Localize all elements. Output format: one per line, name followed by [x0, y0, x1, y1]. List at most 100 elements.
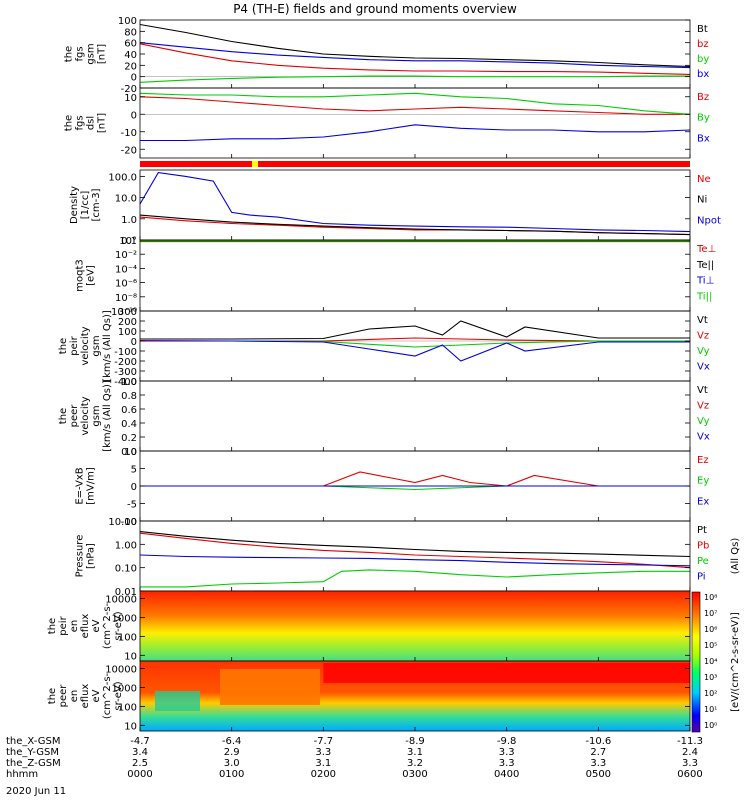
series-line-Ni	[139, 214, 691, 236]
legend-Bz: Bz	[697, 92, 709, 103]
x-axis-value: 0400	[494, 769, 519, 780]
x-axis-value: -11.3	[677, 736, 703, 747]
y-tick-label: 100	[118, 702, 137, 713]
y-axis-label-line: the	[47, 618, 58, 634]
y-axis-label-line: the	[58, 408, 69, 424]
y-tick-label: -300	[114, 367, 137, 378]
y-axis-label-line: (cm^2-s-	[102, 672, 113, 719]
y-axis-label-line: peir	[69, 335, 80, 355]
y-axis-label-line: eV	[91, 689, 102, 702]
colorbar-tick-label: 10⁴	[704, 657, 717, 666]
y-axis-label-line: the	[64, 115, 75, 131]
legend-bx: bx	[697, 69, 709, 80]
y-tick-label: 0.4	[121, 419, 137, 430]
legend-Vz: Vz	[697, 401, 709, 412]
y-axis-label-line: (cm^2-s-	[102, 602, 113, 649]
panel-frame	[139, 19, 691, 89]
series-line-Bt	[139, 23, 691, 68]
y-tick-label: 1.0	[121, 215, 137, 226]
colorbar-tick-label: 10⁰	[704, 721, 717, 730]
y-tick-label: 10⁻⁶	[115, 279, 137, 290]
x-axis-value: 3.3	[499, 747, 515, 758]
series-line-Ez	[140, 471, 690, 487]
y-axis-label-line: [mV/m]	[86, 467, 97, 505]
colorbar-scale	[691, 591, 701, 733]
x-axis-value: -6.4	[222, 736, 242, 747]
colorbar-tick-label: 10⁵	[704, 641, 717, 650]
y-axis-label-line: eflux	[80, 614, 91, 639]
spectrogram-lowenergy-patch	[155, 691, 200, 711]
y-tick-label: -100	[114, 347, 137, 358]
y-axis-label-line: sr-eV)	[113, 611, 124, 640]
legend-Pi: Pi	[697, 572, 706, 583]
y-tick-label: 10	[124, 447, 137, 458]
y-axis-label-line: peir	[58, 615, 69, 635]
x-axis-value: 3.4	[132, 747, 148, 758]
series-line-Bx	[140, 124, 691, 142]
y-axis-label-line: gsm	[86, 43, 97, 64]
series-line-Pe	[140, 569, 690, 588]
figure-title: P4 (TH-E) fields and ground moments over…	[233, 2, 517, 16]
legend-Vy: Vy	[697, 416, 710, 427]
y-tick-label: 5	[131, 465, 137, 476]
x-axis-value: -7.7	[314, 736, 334, 747]
x-axis-value: 2.4	[682, 747, 698, 758]
y-axis-label-line: [km/s (All Qs)]	[102, 310, 113, 382]
y-tick-label: 10	[124, 93, 137, 104]
legend-Vt: Vt	[697, 385, 708, 396]
y-axis-label-line: [1/cc]	[80, 191, 91, 220]
panel-frame	[139, 239, 691, 312]
panel-fgs_dsl: Bz By Bx -20 -10 0 10 the fgs dsl [nT]	[64, 87, 710, 159]
legend-Ni: Ni	[697, 195, 707, 206]
y-tick-label: -400	[114, 377, 137, 388]
y-tick-label: 10000	[105, 595, 137, 606]
x-axis-row-label: the_Z-GSM	[6, 758, 61, 769]
series-line-By	[139, 92, 691, 115]
colorbar-tick-label: 10²	[704, 689, 717, 698]
y-axis-label-line: gsm	[91, 335, 102, 356]
y-axis-label-line: [nT]	[97, 44, 108, 64]
y-tick-label: 0.10	[115, 564, 137, 575]
panel-frame	[139, 87, 691, 159]
colorbar-tick-label: 10⁷	[704, 609, 717, 618]
legend-Ex: Ex	[697, 496, 709, 507]
y-tick-label: 10⁻²	[115, 250, 137, 261]
y-tick-label: 0	[131, 337, 137, 348]
y-axis-label-line: moqt3	[75, 259, 86, 292]
panel-frame	[139, 520, 691, 592]
colorbar-tick-label: 10⁶	[704, 625, 717, 634]
spectrogram-band-patch	[220, 669, 320, 705]
state-bar-orange	[140, 161, 690, 167]
series-line-Pi	[139, 554, 691, 567]
x-axis-value: 3.2	[407, 758, 423, 769]
y-tick-label: -200	[114, 357, 137, 368]
y-axis-label-line: fgs	[75, 46, 86, 61]
y-tick-label: 10	[124, 721, 137, 732]
y-tick-label: 20	[124, 61, 137, 72]
y-tick-label: 10.0	[115, 194, 137, 205]
x-axis-date: 2020 Jun 11	[6, 786, 66, 797]
legend-Pb: Pb	[697, 541, 709, 552]
y-tick-label: 0.6	[121, 405, 137, 416]
y-axis-label-line: the	[58, 338, 69, 354]
panel-frame	[139, 310, 691, 382]
legend-Vt: Vt	[697, 315, 708, 326]
y-tick-label: 100	[118, 327, 137, 338]
y-tick-label: 1000	[112, 613, 137, 624]
y-tick-label: 100.0	[108, 172, 137, 183]
x-axis-value: 0000	[127, 769, 152, 780]
legend-Ez: Ez	[697, 455, 709, 466]
y-axis-label-line: Pressure	[75, 535, 86, 578]
legend-Bx: Bx	[697, 133, 710, 144]
legend-Vx: Vx	[697, 362, 710, 373]
legend-by: by	[697, 54, 709, 65]
series-line-Pt	[139, 531, 691, 558]
legend-Pe: Pe	[697, 556, 709, 567]
panel-peer_en_eflux: 10 100 1000 10000 the peer en eflux eV (cm^2-s-sr…	[47, 660, 691, 732]
y-tick-label: 0	[131, 110, 137, 121]
state-bar	[140, 161, 690, 167]
y-tick-label: 0	[131, 73, 137, 84]
legend-Ne: Ne	[697, 174, 711, 185]
series-line-Pb	[139, 532, 691, 569]
